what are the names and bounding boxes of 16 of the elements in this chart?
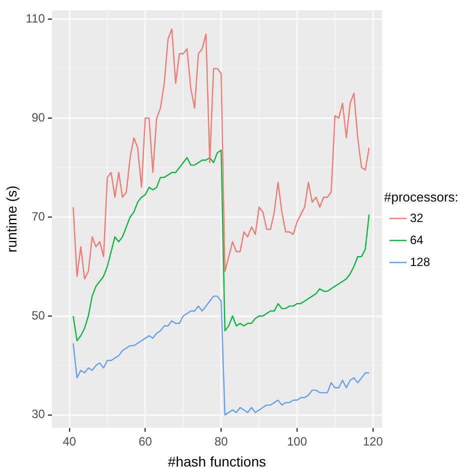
x-tick-label: 60	[138, 434, 152, 448]
y-tick-label: 110	[26, 11, 46, 26]
y-axis-title: runtime (s)	[3, 186, 20, 252]
y-tick-label: 50	[32, 308, 46, 322]
x-axis-title: #hash functions	[168, 453, 266, 470]
x-tick-label: 80	[214, 434, 228, 448]
y-tick-label: 90	[32, 110, 46, 124]
x-tick-label: 120	[362, 434, 384, 448]
legend-label: 128	[410, 254, 430, 269]
x-tick-label: 100	[286, 434, 308, 448]
legend-label: 64	[410, 232, 424, 247]
legend-label: 32	[410, 210, 424, 225]
legend-title: #processors:	[384, 190, 458, 205]
y-tick-label: 30	[32, 407, 46, 422]
y-tick-label: 70	[32, 209, 46, 224]
x-tick-label: 40	[62, 434, 76, 448]
